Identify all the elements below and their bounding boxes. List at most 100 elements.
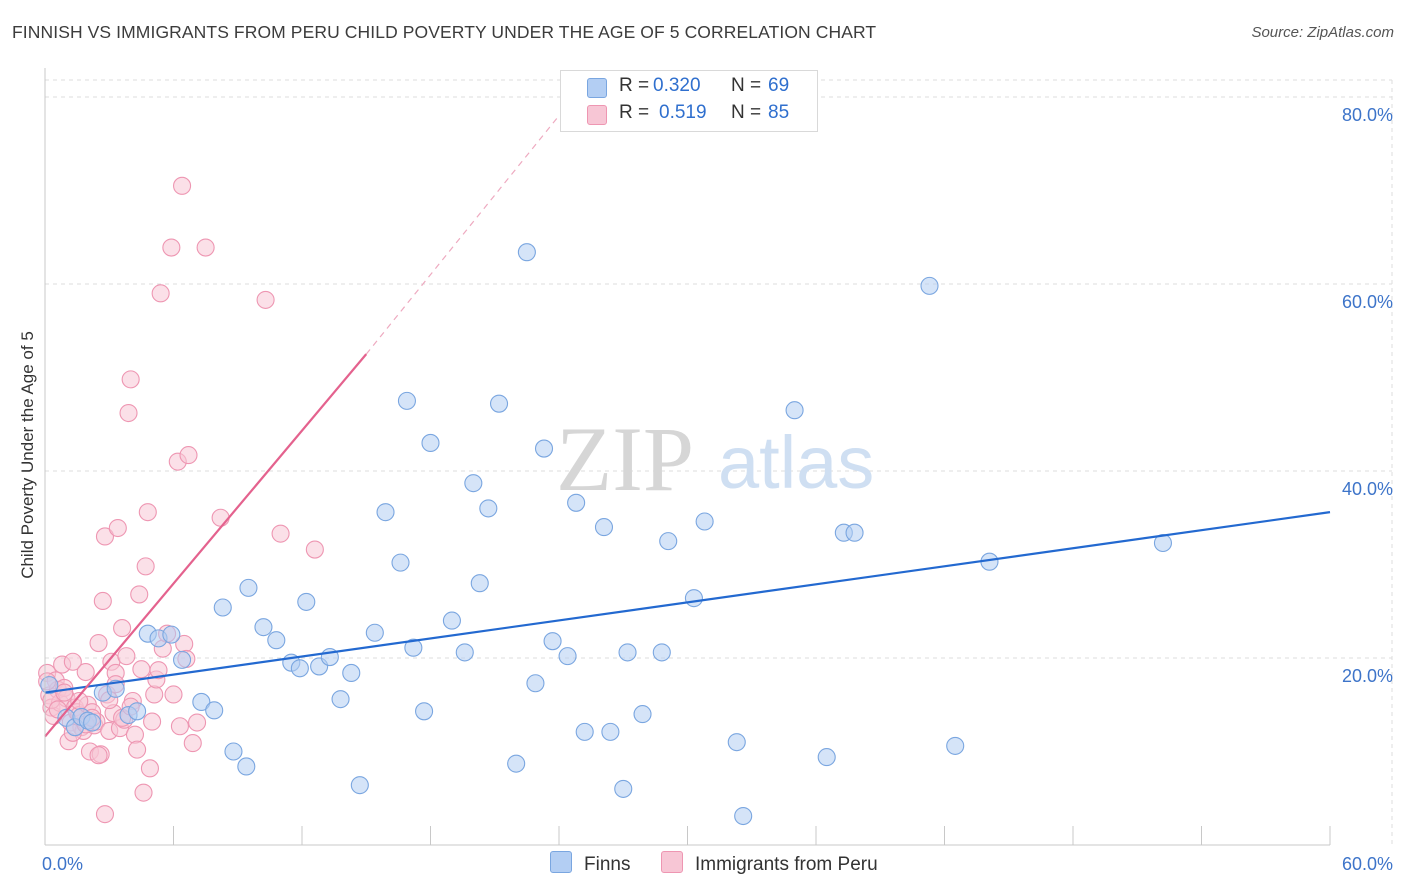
stats-legend: R = 0.320 N = 69 R = 0.519 N = 85 xyxy=(560,70,818,132)
finns-point xyxy=(601,722,620,741)
peru-point xyxy=(145,685,164,704)
finns-point xyxy=(517,243,536,262)
finns-point xyxy=(684,589,703,608)
finns-point xyxy=(404,638,423,657)
finns-point xyxy=(442,611,461,630)
finns-point xyxy=(785,401,804,420)
finns-point xyxy=(507,754,526,773)
source-label: Source: ZipAtlas.com xyxy=(1251,24,1394,41)
finns-point xyxy=(845,523,864,542)
finns-point xyxy=(290,659,309,678)
trend-layer xyxy=(44,115,1331,738)
peru-point xyxy=(113,619,132,638)
peru-point xyxy=(271,524,290,543)
chart-title: FINNISH VS IMMIGRANTS FROM PERU CHILD PO… xyxy=(12,22,877,42)
legend-row-peru: R = 0.519 N = 85 xyxy=(561,100,817,128)
finns-point xyxy=(342,663,361,683)
finns-point xyxy=(614,779,633,798)
finns-point xyxy=(470,574,489,593)
finns-point xyxy=(267,631,286,650)
finns-point xyxy=(128,702,147,721)
peru-point xyxy=(305,540,324,559)
finns-point xyxy=(455,643,474,662)
finns-point xyxy=(618,643,637,662)
finns-point xyxy=(567,493,586,512)
finns-point xyxy=(558,647,577,666)
legend-n-label: N = xyxy=(731,102,762,123)
peru-point xyxy=(183,734,202,753)
finns-point xyxy=(237,757,256,776)
finns-point xyxy=(106,679,125,698)
finns-point xyxy=(331,690,350,709)
peru-point xyxy=(117,647,136,666)
finns-point xyxy=(297,592,316,611)
finns-point xyxy=(415,702,434,721)
bottom-legend-label-finns: Finns xyxy=(584,854,631,875)
finns-point xyxy=(534,439,554,458)
x-tick-label-min: 0.0% xyxy=(42,854,83,874)
legend-r-label: R = xyxy=(619,102,650,123)
peru-point xyxy=(128,740,147,759)
peru-point xyxy=(170,717,189,736)
tick-labels: 20.0% 40.0% 60.0% 80.0% 0.0% 60.0% xyxy=(42,105,1393,874)
legend-n-peru: 85 xyxy=(768,102,790,123)
finns-point xyxy=(575,722,594,741)
finns-point xyxy=(421,433,440,453)
legend-n-finns: 69 xyxy=(768,75,790,96)
finns-trend-line xyxy=(44,511,1331,694)
finns-point xyxy=(543,632,562,651)
watermark-atlas: atlas xyxy=(718,421,874,504)
finns-point xyxy=(727,733,746,752)
finns-point xyxy=(376,503,395,522)
peru-point xyxy=(89,746,108,765)
peru-point xyxy=(89,633,108,653)
peru-point xyxy=(179,446,198,465)
legend-r-peru: 0.519 xyxy=(659,102,707,123)
finns-point xyxy=(391,553,410,572)
finns-point xyxy=(695,512,714,531)
peru-point xyxy=(108,518,127,538)
finns-point xyxy=(397,391,416,410)
finns-point xyxy=(192,692,211,711)
finns-point xyxy=(479,499,498,518)
y-tick-label: 40.0% xyxy=(1342,479,1393,499)
peru-point xyxy=(125,725,144,744)
peru-point xyxy=(95,805,115,824)
peru-point xyxy=(121,370,140,389)
legend-n-label: N = xyxy=(731,75,762,96)
legend-row-finns: R = 0.320 N = 69 xyxy=(561,73,817,101)
legend-swatch-finns xyxy=(587,78,607,98)
legend-r-label: R = xyxy=(619,75,650,96)
finns-point xyxy=(350,776,369,795)
finns-point xyxy=(239,578,258,597)
points-layer xyxy=(38,176,1172,826)
finns-point xyxy=(83,713,102,732)
bottom-legend-finns: Finns xyxy=(550,851,630,877)
finns-point xyxy=(173,650,192,669)
bottom-legend-label-peru: Immigrants from Peru xyxy=(695,854,878,875)
y-tick-label: 80.0% xyxy=(1342,105,1393,125)
finns-point xyxy=(205,701,224,720)
finns-point xyxy=(489,394,509,413)
peru-point xyxy=(211,508,230,527)
finns-point xyxy=(526,674,545,693)
finns-point xyxy=(594,518,614,537)
peru-point xyxy=(256,290,275,309)
finns-point xyxy=(633,705,652,724)
finns-point xyxy=(254,618,273,637)
finns-point xyxy=(817,748,836,767)
y-tick-label: 20.0% xyxy=(1342,666,1393,686)
peru-trend-line xyxy=(44,353,368,738)
peru-point xyxy=(76,662,95,682)
finns-point xyxy=(365,623,384,642)
peru-point xyxy=(188,713,207,732)
bottom-legend-swatch-peru xyxy=(661,851,683,873)
finns-point xyxy=(946,736,965,755)
peru-point xyxy=(132,660,151,679)
peru-point xyxy=(119,403,138,423)
peru-point xyxy=(151,284,170,303)
peru-point xyxy=(63,652,82,671)
peru-point xyxy=(140,759,159,778)
axis-layer xyxy=(44,68,1331,846)
